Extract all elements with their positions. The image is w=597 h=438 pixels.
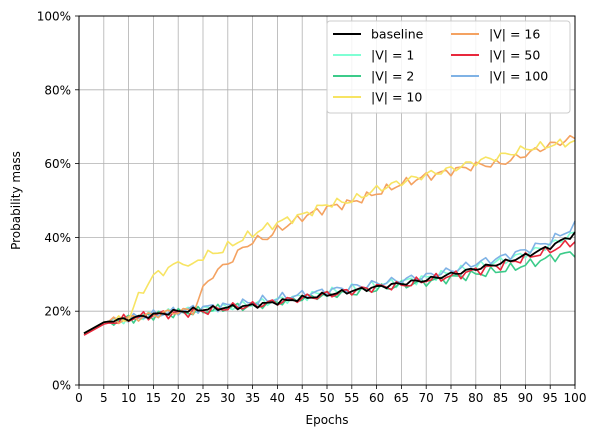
legend-label: |V| = 16	[489, 27, 540, 42]
legend-label: baseline	[371, 27, 424, 42]
x-tick-label: 45	[295, 391, 310, 405]
x-tick-label: 0	[75, 391, 83, 405]
series-layer	[83, 134, 576, 336]
x-axis-label: Epochs	[306, 413, 349, 427]
x-tick-label: 20	[171, 391, 186, 405]
x-tick-label: 90	[518, 391, 533, 405]
y-tick-label: 40%	[44, 231, 71, 245]
legend-label: |V| = 2	[371, 69, 414, 84]
x-tick-label: 75	[443, 391, 458, 405]
y-axis-ticks: 0% 20% 40% 60% 80% 100%	[37, 10, 79, 393]
y-tick-label: 80%	[44, 83, 71, 97]
legend-box	[326, 20, 571, 114]
y-axis-label: Probability mass	[9, 151, 23, 250]
x-tick-label: 40	[270, 391, 285, 405]
y-tick-label: 60%	[44, 157, 71, 171]
x-tick-label: 50	[319, 391, 334, 405]
x-tick-label: 30	[220, 391, 235, 405]
x-tick-label: 100	[564, 391, 587, 405]
x-tick-label: 10	[121, 391, 136, 405]
x-tick-label: 60	[369, 391, 384, 405]
x-tick-label: 65	[394, 391, 409, 405]
x-tick-label: 95	[543, 391, 558, 405]
y-tick-label: 100%	[37, 10, 71, 24]
series-line	[83, 138, 576, 335]
x-tick-label: 25	[195, 391, 210, 405]
y-tick-label: 0%	[52, 379, 71, 393]
x-tick-label: 55	[344, 391, 359, 405]
x-tick-label: 15	[146, 391, 161, 405]
x-tick-label: 70	[419, 391, 434, 405]
x-tick-label: 80	[468, 391, 483, 405]
x-tick-label: 5	[100, 391, 108, 405]
legend: baseline |V| = 1 |V| = 2 |V| = 10 |V| = 16 |V…	[326, 20, 571, 114]
x-axis-ticks: 0 5 10 15 20 25 30 35 40 45 50 55 60 65 70 75 80 85 90 95 10…	[75, 385, 586, 405]
legend-label: |V| = 10	[371, 90, 422, 105]
series-line	[83, 231, 576, 335]
x-tick-label: 85	[493, 391, 508, 405]
x-tick-label: 35	[245, 391, 260, 405]
legend-label: |V| = 100	[489, 69, 548, 84]
legend-label: |V| = 1	[371, 48, 414, 63]
legend-label: |V| = 50	[489, 48, 540, 63]
y-tick-label: 20%	[44, 305, 71, 319]
